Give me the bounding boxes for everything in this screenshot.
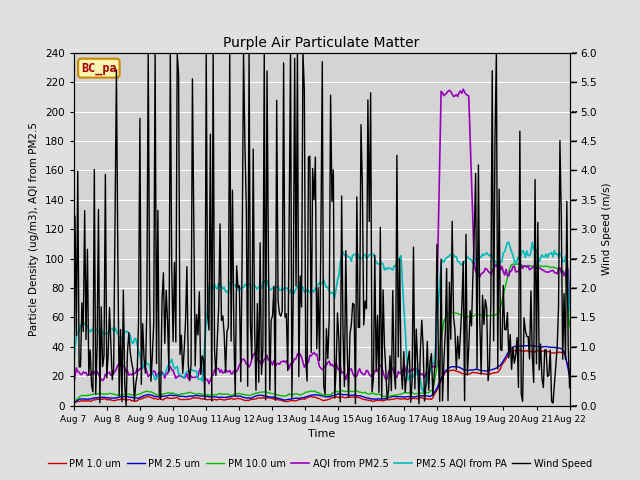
Title: Purple Air Particulate Matter: Purple Air Particulate Matter (223, 36, 420, 50)
Y-axis label: Wind Speed (m/s): Wind Speed (m/s) (602, 183, 612, 276)
X-axis label: Time: Time (308, 429, 335, 439)
Y-axis label: Particle Density (ug/m3), AQI from PM2.5: Particle Density (ug/m3), AQI from PM2.5 (29, 122, 39, 336)
Legend: PM 1.0 um, PM 2.5 um, PM 10.0 um, AQI from PM2.5, PM2.5 AQI from PA, Wind Speed: PM 1.0 um, PM 2.5 um, PM 10.0 um, AQI fr… (44, 455, 596, 473)
Text: BC_pa: BC_pa (81, 61, 116, 74)
